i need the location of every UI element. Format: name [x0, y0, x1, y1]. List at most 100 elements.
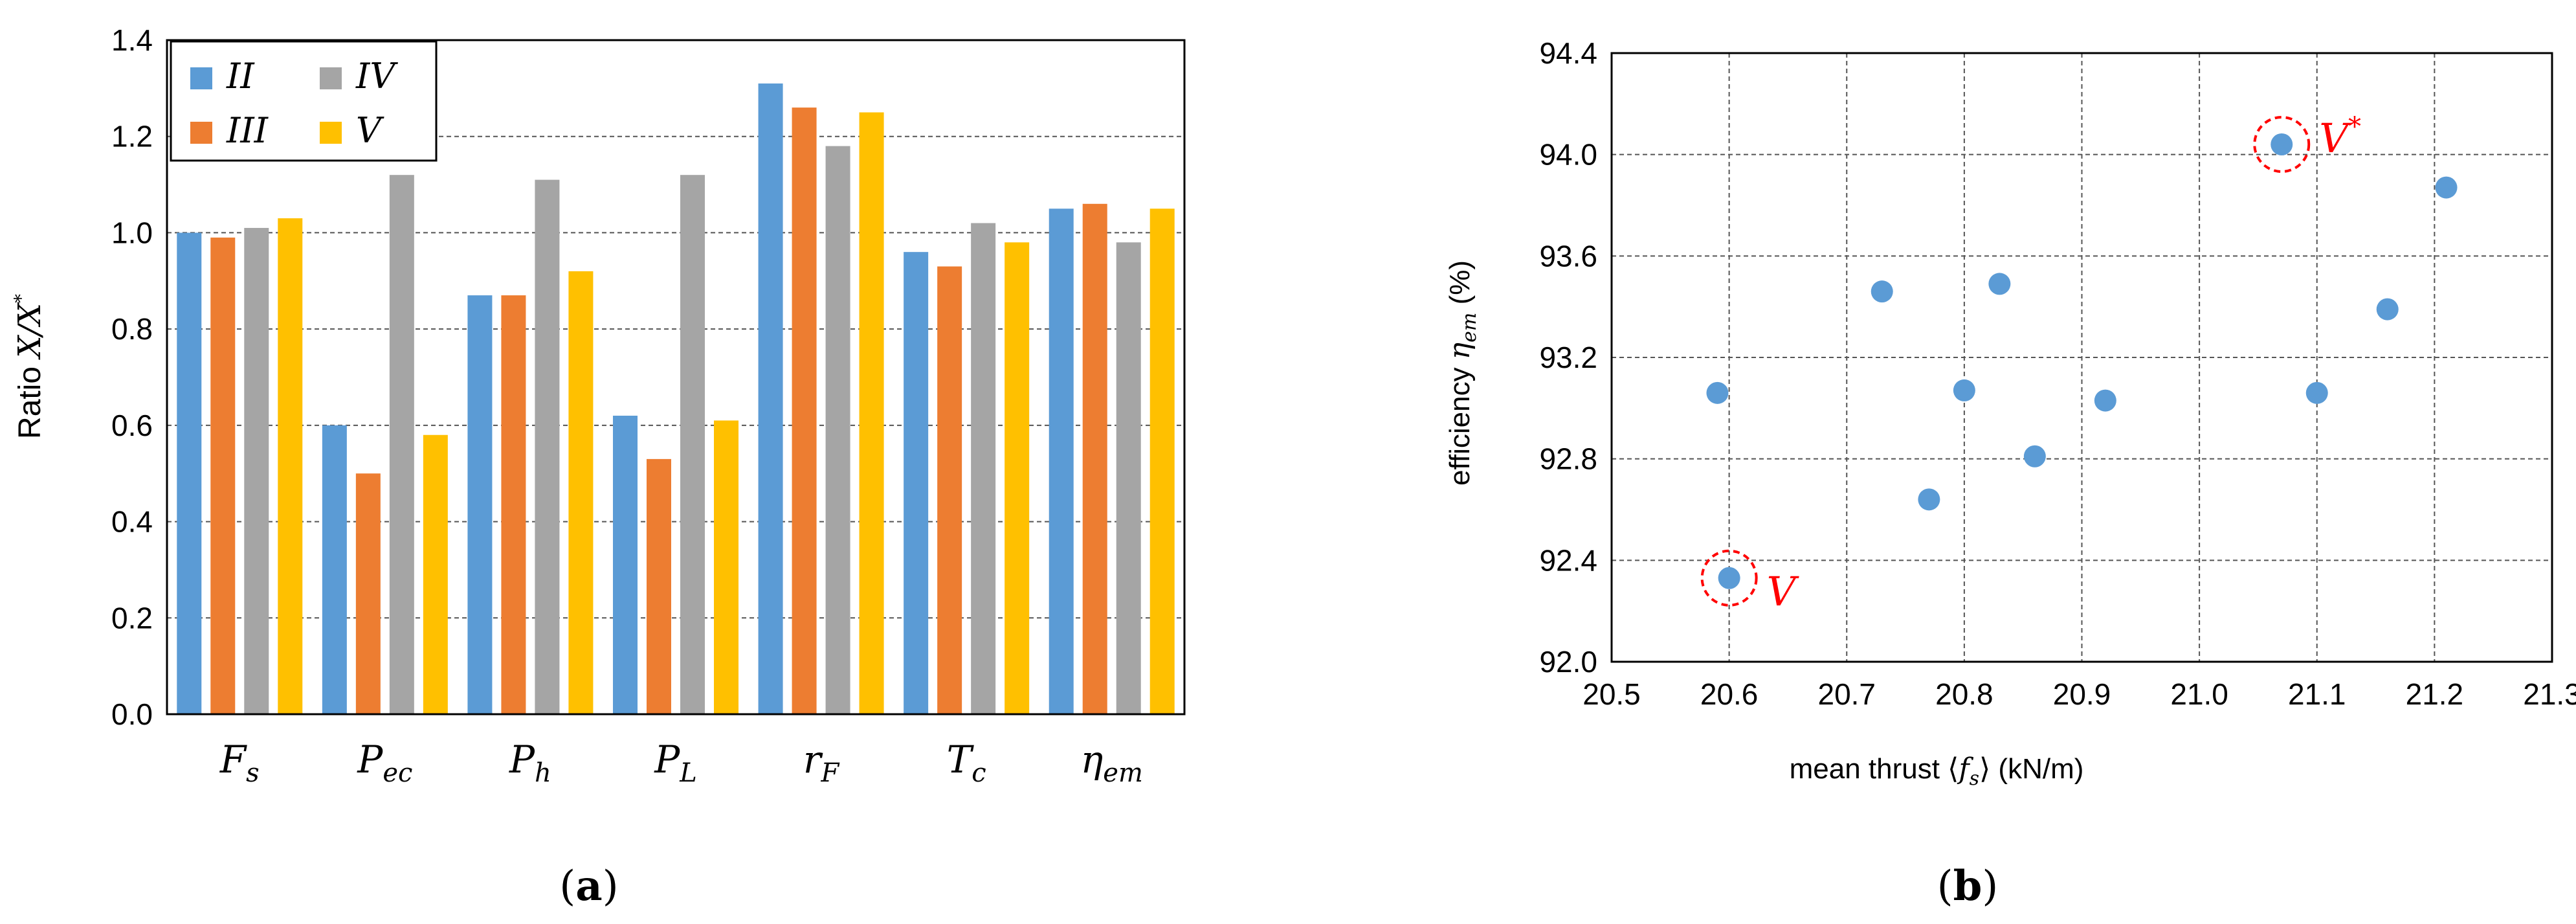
scatter-chart-points — [1706, 133, 2458, 589]
data-point — [2023, 445, 2046, 468]
data-point — [1988, 273, 2011, 295]
y-tick-label: 93.2 — [1539, 341, 1597, 374]
bar-IV-5 — [971, 223, 996, 714]
bar-III-3 — [647, 458, 671, 714]
scatter-chart-y-axis-label: efficiency ηem (%) — [1443, 260, 1481, 486]
legend-box — [170, 40, 438, 162]
bar-II-5 — [904, 252, 929, 715]
y-tick-label: 92.0 — [1539, 645, 1597, 679]
bar-chart-y-axis-label: Ratio X/X* — [10, 294, 48, 439]
bar-chart-x-ticks: Fs Pec Ph PL rF Tc ηem — [219, 738, 1143, 788]
y-tick-label: 0.8 — [111, 312, 153, 346]
bar-V-2 — [568, 271, 594, 714]
x-tick-label: 20.8 — [1935, 677, 1993, 711]
data-point — [1718, 567, 1740, 589]
bar-V-3 — [714, 420, 738, 714]
bar-III-0 — [210, 237, 236, 715]
bar-II-0 — [177, 232, 202, 714]
bar-II-4 — [758, 83, 783, 714]
bar-III-1 — [355, 473, 381, 714]
bar-IV-4 — [825, 146, 850, 715]
x-tick-label: Tc — [947, 738, 986, 788]
x-tick-label: 20.5 — [1582, 677, 1641, 711]
data-point — [2305, 381, 2328, 404]
data-point — [1953, 379, 1975, 401]
x-tick-label: 21.1 — [2288, 677, 2346, 711]
data-point — [2435, 176, 2458, 199]
y-tick-label: 1.0 — [111, 216, 153, 249]
legend-label-V: V — [356, 110, 384, 151]
data-point — [1706, 381, 1729, 404]
bar-II-6 — [1049, 208, 1074, 714]
y-tick-label: 92.4 — [1539, 543, 1597, 577]
legend-swatch-V — [320, 122, 342, 144]
bar-II-3 — [613, 415, 638, 714]
scatter-chart-grid — [1612, 53, 2552, 662]
bar-chart-y-ticks: 0.0 0.2 0.4 0.6 0.8 1.0 1.2 1.4 — [111, 23, 153, 731]
scatter-chart-plot-frame — [1610, 52, 2553, 663]
x-tick-label: 20.6 — [1700, 677, 1759, 711]
scatter-chart-annotations: V* V — [1700, 112, 2361, 615]
scatter-chart-y-ticks: 92.0 92.4 92.8 93.2 93.6 94.0 94.4 — [1539, 36, 1597, 679]
bar-III-2 — [501, 295, 526, 714]
bar-V-6 — [1149, 208, 1175, 714]
bar-chart-plot-frame — [166, 39, 1186, 716]
data-point — [2094, 389, 2116, 412]
y-tick-label: 1.2 — [111, 120, 153, 153]
bar-V-5 — [1005, 242, 1030, 714]
legend-label-III: III — [226, 110, 269, 151]
bar-III-4 — [792, 107, 817, 715]
bar-V-0 — [278, 218, 303, 714]
x-tick-label: ηem — [1081, 738, 1143, 788]
y-tick-label: 1.4 — [111, 23, 153, 57]
y-tick-label: 94.4 — [1539, 36, 1597, 70]
data-point — [2271, 133, 2293, 155]
x-tick-label: 21.3 — [2523, 677, 2576, 711]
scatter-chart-x-axis-label: mean thrust ⟨fs⟩ (kN/m) — [1790, 752, 2084, 790]
x-tick-label: Ph — [509, 738, 551, 788]
legend-swatch-IV — [320, 67, 342, 89]
bar-III-6 — [1082, 203, 1107, 714]
y-tick-label: 0.2 — [111, 601, 153, 635]
legend-label-II: II — [226, 56, 255, 96]
bar-IV-0 — [244, 227, 269, 714]
bar-IV-3 — [680, 175, 705, 714]
x-tick-label: 20.9 — [2053, 677, 2111, 711]
x-tick-label: PL — [654, 738, 697, 788]
data-point — [2376, 298, 2399, 321]
legend-label-IV: IV — [355, 56, 398, 96]
data-point — [1918, 488, 1940, 511]
y-tick-label: 92.8 — [1539, 442, 1597, 476]
y-tick-label: 0.6 — [111, 409, 153, 442]
annotation-ring — [2253, 116, 2311, 173]
x-tick-label: 21.2 — [2406, 677, 2464, 711]
panel-label-b: (b) — [1937, 862, 1999, 910]
y-tick-label: 93.6 — [1539, 239, 1597, 273]
y-tick-label: 94.0 — [1539, 138, 1597, 172]
bar-II-1 — [322, 425, 347, 714]
legend-swatch-III — [190, 122, 212, 144]
annotation-label: V* — [2319, 112, 2361, 162]
bar-II-2 — [467, 295, 493, 714]
scatter-chart-b: 92.0 92.4 92.8 93.2 93.6 94.0 94.4 20.5 20.6 20.… — [1443, 36, 2576, 910]
bar-chart-a: 0.0 0.2 0.4 0.6 0.8 1.0 1.2 1.4 Fs Pec Ph PL rF Tc ηe… — [10, 23, 1186, 910]
y-tick-label: 0.0 — [111, 697, 153, 731]
annotation-label: V — [1767, 568, 1800, 615]
bar-chart-bars — [177, 83, 1175, 715]
bar-V-4 — [859, 112, 884, 715]
bar-IV-2 — [535, 179, 560, 714]
x-tick-label: Pec — [357, 738, 412, 788]
y-tick-label: 0.4 — [111, 505, 153, 539]
scatter-chart-x-ticks: 20.5 20.6 20.7 20.8 20.9 21.0 21.1 21.2 21.3 — [1582, 677, 2576, 711]
bar-IV-1 — [389, 175, 414, 714]
bar-chart-grid — [167, 135, 1184, 619]
bar-III-5 — [937, 266, 962, 714]
data-point — [1871, 280, 1893, 303]
x-tick-label: rF — [803, 738, 840, 788]
panel-label-a: (a) — [559, 862, 618, 910]
bar-IV-6 — [1116, 242, 1141, 714]
legend-swatch-II — [190, 67, 212, 89]
x-tick-label: Fs — [219, 738, 260, 788]
